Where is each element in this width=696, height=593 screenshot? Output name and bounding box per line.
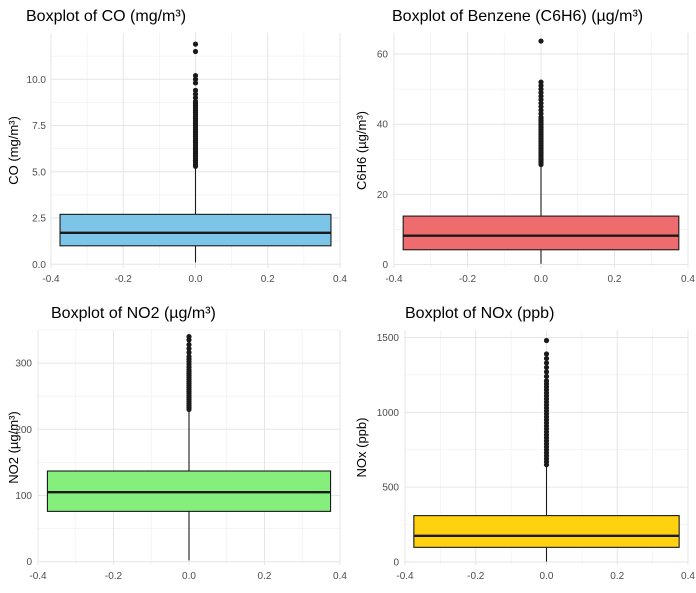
panel-4-x-tick-label: 0.0	[540, 571, 554, 582]
panel-1-outlier-point	[192, 91, 199, 97]
panel-2-x-tick-label: -0.4	[385, 274, 403, 285]
panel-1-y-tick-label: 5.0	[32, 167, 46, 178]
panel-3-outlier-point	[186, 353, 192, 360]
panel-1-x-tick-label: 0.0	[189, 274, 203, 285]
panel-1-y-tick-label: 0.0	[32, 260, 46, 271]
panel-4-y-tick-label: 1000	[377, 408, 400, 419]
panel-3-x-tick-label: 0.4	[333, 571, 347, 582]
panel-1-outlier-point	[192, 98, 199, 105]
panel-2-y-tick-label: 20	[377, 190, 389, 201]
panel-1-x-tick-label: -0.4	[42, 274, 60, 285]
panel-4-outlier-point	[543, 364, 550, 371]
panel-3-title: Boxplot of NO2 (µg/m³)	[51, 305, 216, 322]
panel-1-outlier-point	[192, 48, 199, 55]
panel-3-y-tick-label: 300	[15, 359, 32, 370]
panel-4-x-tick-label: 0.4	[681, 571, 695, 582]
panel-3-outlier-point	[186, 334, 192, 340]
panel-2-y-tick-label: 0	[382, 260, 388, 271]
panel-3-outlier-point	[186, 341, 192, 348]
panel-3-y-axis-label: NO2 (µg/m³)	[6, 411, 21, 484]
panel-2-x-tick-label: -0.2	[459, 274, 477, 285]
panel-3-y-tick-label: 100	[15, 491, 32, 502]
panel-1-iqr-box	[59, 213, 332, 247]
panel-4-x-tick-label: -0.2	[467, 571, 485, 582]
panel-1-y-tick-label: 2.5	[32, 214, 46, 225]
panel-4-outlier-point	[543, 360, 550, 366]
panel-1-y-tick-label: 7.5	[32, 121, 46, 132]
panel-4-y-tick-label: 0	[393, 558, 399, 569]
panel-3-x-tick-label: 0.0	[182, 571, 196, 582]
panel-2-y-tick-label: 60	[377, 50, 389, 61]
panel-4-outlier-point	[543, 337, 550, 344]
panel-4-y-axis-label: NOx (ppb)	[354, 418, 369, 478]
panel-2-outlier-point	[538, 38, 544, 44]
panel-1-outlier-point	[192, 41, 199, 47]
panel-4-y-tick-label: 1500	[377, 333, 400, 344]
panel-3-y-tick-label: 200	[15, 425, 32, 436]
panel-3-x-tick-label: -0.2	[105, 571, 123, 582]
panel-4-y-tick-label: 500	[382, 483, 399, 494]
panel-1-y-axis-label: CO (mg/m³)	[6, 116, 21, 185]
panel-1-outlier-point	[192, 72, 199, 79]
panel-4-outlier-point	[543, 378, 550, 384]
panel-4-title: Boxplot of NOx (ppb)	[405, 305, 554, 322]
panel-3-x-tick-label: 0.2	[258, 571, 272, 582]
panel-4-x-tick-label: 0.2	[610, 571, 624, 582]
panel-4-outlier-point	[543, 369, 550, 375]
panel-4-outlier-point	[543, 351, 550, 357]
panel-4-outlier-point	[543, 355, 550, 362]
panel-2-x-tick-label: 0.4	[681, 274, 695, 285]
panel-2-title: Boxplot of Benzene (C6H6) (µg/m³)	[392, 8, 643, 25]
panel-1-x-tick-label: 0.2	[261, 274, 275, 285]
panel-3-outlier-point	[186, 349, 192, 356]
panel-1-outlier-point	[192, 87, 199, 93]
panel-1-y-tick-label: 10.0	[27, 75, 47, 86]
panel-1-x-tick-label: -0.2	[115, 274, 133, 285]
panel-1-title: Boxplot of CO (mg/m³)	[26, 8, 186, 25]
panel-2-iqr-box	[402, 215, 680, 251]
panel-2-y-tick-label: 40	[377, 120, 389, 131]
panel-2-outlier-point	[538, 79, 544, 85]
panel-4-iqr-box	[413, 515, 680, 548]
panel-2-x-tick-label: 0.2	[608, 274, 622, 285]
panel-2-x-tick-label: 0.0	[534, 274, 548, 285]
panel-1-outlier-point	[192, 80, 199, 86]
panel-3-outlier-point	[186, 345, 192, 352]
panel-4-x-tick-label: -0.4	[396, 571, 414, 582]
panel-4-outlier-point	[543, 373, 550, 380]
panel-3-y-tick-label: 0	[26, 557, 32, 568]
panel-1-x-tick-label: 0.4	[333, 274, 347, 285]
panel-1-outlier-point	[192, 95, 199, 101]
panel-1-outlier-point	[192, 76, 199, 82]
panel-3-x-tick-label: -0.4	[29, 571, 47, 582]
panel-2-y-axis-label: C6H6 (µg/m³)	[354, 111, 369, 190]
